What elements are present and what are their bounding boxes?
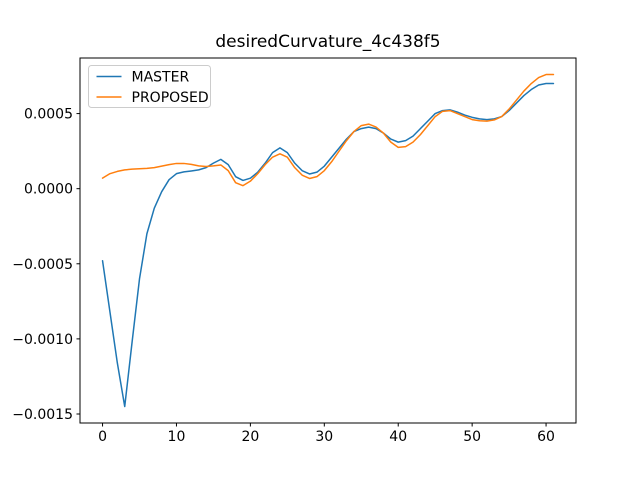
x-tick-label: 20 (241, 429, 259, 445)
axis-ticks: 0 10 20 30 40 50 60 0.0005 0.0000 −0.0005 −0.0010 −… (12, 107, 555, 445)
plot-series (101, 73, 555, 408)
x-tick-label: 0 (98, 429, 107, 445)
x-tick-label: 10 (168, 429, 186, 445)
chart-title: desiredCurvature_4c438f5 (215, 32, 440, 52)
x-tick-label: 40 (389, 429, 407, 445)
y-tick-label: −0.0005 (12, 257, 73, 273)
legend-label-proposed: PROPOSED (132, 90, 209, 106)
legend: MASTER PROPOSED (88, 65, 211, 108)
y-tick-label: −0.0010 (12, 332, 73, 348)
master-line (101, 82, 555, 408)
y-tick-label: 0.0000 (24, 182, 73, 198)
proposed-line (101, 73, 555, 187)
y-tick-label: 0.0005 (24, 107, 73, 123)
y-tick-label: −0.0015 (12, 407, 73, 423)
x-tick-label: 50 (463, 429, 481, 445)
legend-label-master: MASTER (132, 70, 190, 86)
x-tick-label: 60 (537, 429, 555, 445)
x-tick-label: 30 (315, 429, 333, 445)
plot-border (79, 57, 577, 424)
